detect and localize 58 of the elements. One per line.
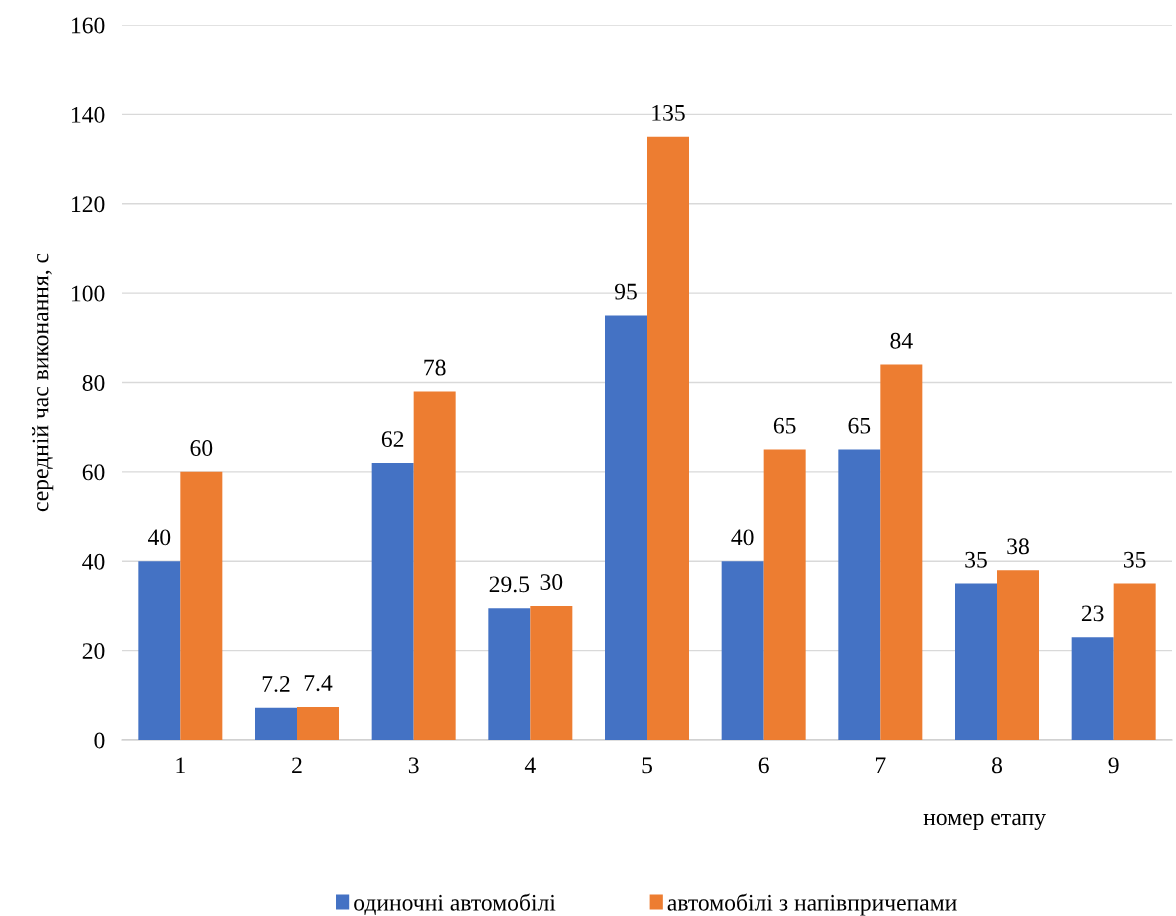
bar — [763, 449, 806, 740]
bar — [647, 136, 689, 740]
bar — [180, 471, 223, 740]
y-tick-label: 80 — [82, 374, 105, 391]
data-label: 78 — [424, 359, 446, 376]
y-tick-label: 20 — [82, 643, 105, 660]
data-label: 7.2 — [262, 676, 290, 693]
data-label: 84 — [890, 332, 913, 349]
data-label: 65 — [773, 417, 796, 434]
y-tick-label: 40 — [82, 553, 105, 570]
y-tick-label: 0 — [94, 732, 105, 749]
bar — [838, 449, 881, 740]
x-tick-label: 8 — [992, 757, 1002, 774]
y-tick-label: 100 — [71, 285, 105, 302]
bar — [530, 605, 573, 740]
bar — [1071, 637, 1114, 740]
x-axis-title: номер етапу — [923, 813, 1046, 831]
x-tick-label: 2 — [292, 757, 302, 774]
bar — [721, 561, 764, 740]
data-label: 35 — [1123, 551, 1146, 568]
bar — [138, 561, 181, 740]
y-tick-label: 160 — [71, 17, 105, 34]
data-label: 30 — [540, 574, 563, 591]
x-tick-label: 1 — [176, 757, 185, 774]
data-label: 60 — [190, 440, 213, 456]
x-tick-label: 4 — [524, 757, 536, 774]
data-label: 23 — [1081, 605, 1104, 622]
bar — [880, 364, 923, 740]
x-tick-label: 5 — [642, 757, 652, 774]
data-label: 38 — [1007, 538, 1029, 555]
bar — [371, 462, 414, 740]
bar — [997, 570, 1039, 740]
data-label: 29.5 — [489, 576, 530, 593]
data-label: 7.4 — [304, 675, 333, 692]
data-label: 35 — [965, 551, 987, 568]
legend-label: одиночні автомобілі — [354, 893, 556, 915]
data-label: 65 — [848, 417, 871, 434]
data-label: 62 — [381, 431, 404, 448]
y-tick-label: 120 — [71, 196, 105, 213]
data-label: 95 — [614, 283, 637, 300]
bar — [413, 391, 456, 740]
bar — [605, 315, 647, 740]
bar — [1113, 583, 1156, 740]
x-tick-label: 9 — [1108, 757, 1119, 774]
data-label: 40 — [147, 529, 171, 546]
bar — [255, 707, 297, 740]
data-label: 40 — [731, 529, 754, 546]
bar — [955, 583, 997, 740]
data-label: 135 — [652, 104, 685, 121]
y-tick-label: 60 — [82, 464, 105, 481]
bar — [488, 608, 531, 740]
legend-label: автомобілі з напівпричепами — [667, 893, 957, 916]
x-tick-label: 3 — [408, 757, 419, 774]
y-axis-title: середній час виконання, с — [32, 253, 54, 512]
x-tick-label: 7 — [875, 757, 886, 774]
bar — [297, 706, 339, 740]
y-tick-label: 140 — [71, 106, 105, 123]
x-tick-label: 6 — [758, 757, 769, 774]
